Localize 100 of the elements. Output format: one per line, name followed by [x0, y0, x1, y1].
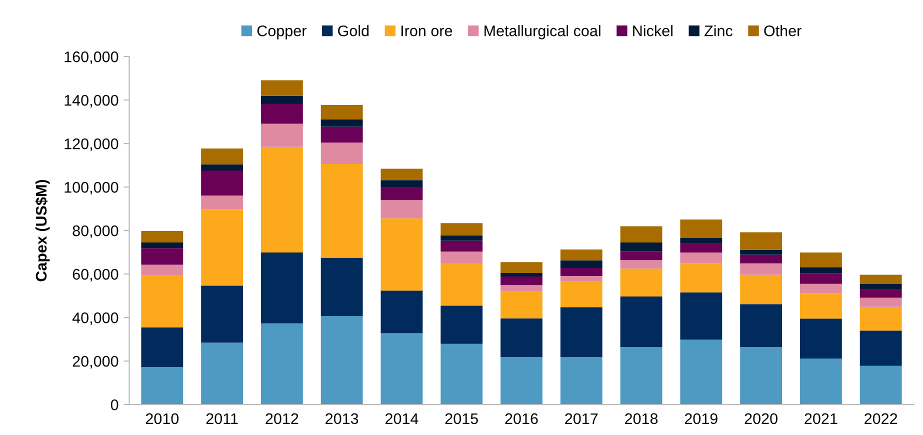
- bar: [680, 292, 722, 340]
- bar: [440, 223, 483, 236]
- bar: [141, 264, 184, 276]
- bar: [320, 142, 363, 164]
- bar: [440, 306, 483, 344]
- bar: [380, 290, 423, 334]
- y-tick-label: 120,000: [64, 138, 118, 152]
- x-tick-label: 2020: [744, 413, 778, 424]
- x-tick-label: 2019: [684, 413, 718, 424]
- x-tick-label: 2011: [206, 413, 238, 424]
- x-tick-label: 2017: [565, 413, 598, 424]
- bar: [500, 357, 542, 405]
- bar: [500, 292, 542, 318]
- bar: [201, 209, 244, 286]
- y-tick-label: 60,000: [72, 268, 118, 282]
- x-tick-label: 2014: [385, 413, 418, 424]
- y-axis-title: Capex (US$M): [35, 180, 50, 282]
- bar: [740, 274, 782, 304]
- bar: [560, 307, 602, 358]
- bar: [860, 284, 902, 290]
- legend-label: Zinc: [704, 25, 732, 36]
- bar: [500, 272, 542, 276]
- y-tick-label: 80,000: [72, 225, 118, 238]
- x-tick-label: 2010: [146, 413, 179, 424]
- bar: [560, 357, 602, 405]
- bar: [860, 274, 902, 284]
- bar: [320, 258, 363, 316]
- bar: [860, 330, 902, 366]
- bar: [620, 260, 662, 269]
- bar: [680, 263, 722, 292]
- bar: [141, 248, 184, 265]
- bar: [320, 126, 363, 143]
- x-tick-label: 2012: [266, 413, 298, 424]
- bar: [860, 306, 902, 331]
- bar: [201, 342, 244, 405]
- bar: [380, 168, 423, 180]
- bar: [740, 263, 782, 275]
- bar: [680, 219, 722, 238]
- bar: [141, 242, 184, 248]
- bar: [260, 104, 303, 124]
- bar: [320, 119, 363, 127]
- bar: [440, 264, 483, 306]
- bar: [560, 268, 602, 276]
- bar: [680, 238, 722, 244]
- y-tick-label: 160,000: [64, 51, 118, 64]
- bar: [800, 293, 842, 319]
- bar: [260, 80, 303, 96]
- bar: [560, 282, 602, 308]
- bar: [620, 296, 662, 348]
- bar: [440, 252, 483, 264]
- x-tick-label: 2013: [326, 413, 358, 424]
- bar: [620, 251, 662, 260]
- bar: [440, 240, 483, 252]
- bar: [800, 358, 842, 405]
- bar: [740, 254, 782, 264]
- bar: [500, 262, 542, 273]
- bar: [620, 226, 662, 243]
- y-tick-label: 140,000: [64, 94, 118, 108]
- legend-label: Iron ore: [402, 26, 452, 36]
- bar: [500, 276, 542, 286]
- bar: [260, 96, 303, 104]
- y-tick-label: 20,000: [72, 356, 118, 369]
- bar: [680, 252, 722, 264]
- bar: [201, 164, 244, 171]
- bar: [740, 232, 782, 250]
- bar: [800, 318, 842, 358]
- x-tick-label: 2015: [445, 413, 478, 424]
- bar: [141, 367, 184, 405]
- legend-label: Gold: [338, 25, 369, 36]
- bar: [800, 273, 842, 284]
- bar: [860, 298, 902, 307]
- bar: [380, 218, 423, 291]
- bar: [440, 235, 483, 241]
- bar: [500, 318, 542, 358]
- legend-label: Nickel: [633, 25, 672, 36]
- bar: [320, 316, 363, 405]
- bar: [380, 333, 423, 405]
- y-tick-label: 0: [110, 399, 118, 410]
- bar: [260, 124, 303, 147]
- bar: [740, 304, 782, 348]
- x-tick-label: 2022: [864, 413, 898, 424]
- bar: [800, 284, 842, 294]
- bar: [860, 366, 902, 405]
- bar: [380, 187, 423, 200]
- bar: [500, 285, 542, 292]
- x-tick-label: 2018: [625, 413, 658, 424]
- bar: [201, 286, 244, 343]
- bar: [380, 180, 423, 188]
- bar: [141, 230, 184, 243]
- bar: [620, 347, 662, 405]
- bar: [560, 276, 602, 282]
- bar: [620, 268, 662, 296]
- bar: [201, 148, 244, 164]
- bar: [260, 323, 303, 405]
- bar: [800, 252, 842, 268]
- bar: [440, 344, 483, 405]
- legend-label: Other: [764, 25, 802, 36]
- bar: [620, 242, 662, 252]
- bar: [860, 290, 902, 298]
- bar: [800, 267, 842, 274]
